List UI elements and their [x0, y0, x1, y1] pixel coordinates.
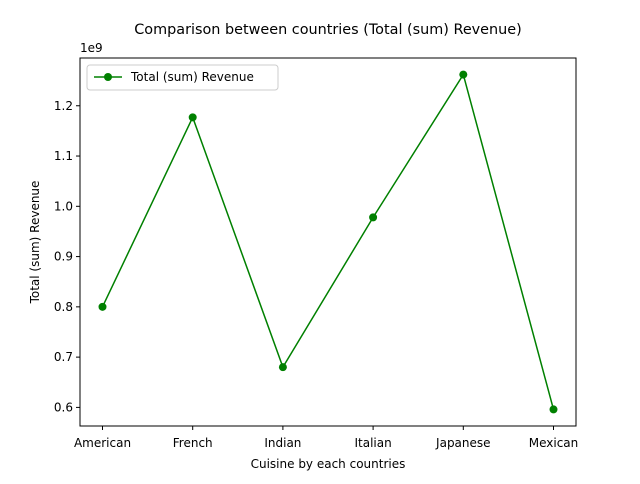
x-tick-label: American: [74, 436, 131, 450]
data-point: [369, 213, 378, 222]
data-point: [278, 363, 287, 372]
x-axis-label: Cuisine by each countries: [251, 457, 406, 471]
x-tick-label: Mexican: [529, 436, 579, 450]
x-tick-label: French: [173, 436, 213, 450]
legend: Total (sum) Revenue: [86, 64, 279, 91]
y-tick-label: 0.9: [54, 250, 73, 264]
plot-area: 0.6 0.7 0.8 0.9 1.0 1.1 1.2 American French India…: [54, 57, 579, 450]
axes-frame: [79, 57, 577, 427]
data-point: [98, 302, 107, 311]
data-point: [549, 405, 558, 414]
chart-title: Comparison between countries (Total (sum…: [134, 22, 522, 38]
y-tick-label: 0.8: [54, 300, 73, 314]
y-offset-label: 1e9: [80, 41, 103, 55]
y-axis-label: Total (sum) Revenue: [28, 181, 42, 305]
data-point: [188, 113, 197, 122]
y-tick-label: 0.6: [54, 400, 73, 414]
x-tick-label: Italian: [354, 436, 391, 450]
data-point: [459, 70, 468, 79]
y-tick-label: 1.1: [54, 149, 73, 163]
legend-label: Total (sum) Revenue: [130, 70, 254, 84]
y-tick-label: 1.0: [54, 199, 73, 213]
y-tick-label: 0.7: [54, 350, 73, 364]
series-line: [101, 72, 555, 410]
y-tick-label: 1.2: [54, 99, 73, 113]
x-tick-label: Japanese: [435, 436, 491, 450]
legend-marker-swatch: [104, 73, 112, 81]
x-tick-label: Indian: [264, 436, 301, 450]
legend-box: [86, 64, 279, 91]
